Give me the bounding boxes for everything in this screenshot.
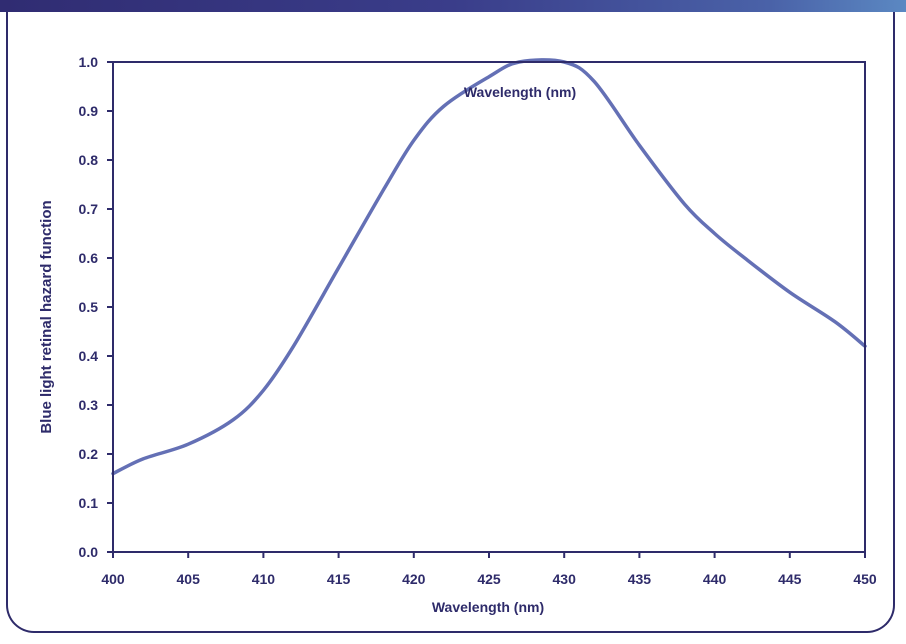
header-bar — [0, 0, 906, 12]
x-tick-label: 445 — [778, 571, 802, 587]
y-tick-label: 0.0 — [79, 544, 99, 560]
y-tick-label: 0.9 — [79, 103, 99, 119]
y-tick-label: 0.4 — [79, 348, 99, 364]
hazard-function-line — [111, 58, 867, 476]
x-tick-label: 425 — [477, 571, 501, 587]
x-tick-label: 410 — [252, 571, 276, 587]
x-tick-label: 420 — [402, 571, 426, 587]
y-tick-label: 0.1 — [79, 495, 99, 511]
x-axis-label: Wavelength (nm) — [432, 599, 544, 615]
x-tick-label: 400 — [101, 571, 125, 587]
y-axis-label: Blue light retinal hazard function — [38, 200, 55, 433]
y-tick-label: 0.2 — [79, 446, 99, 462]
y-tick-label: 0.8 — [79, 152, 99, 168]
x-tick-label: 440 — [703, 571, 727, 587]
chart-panel — [6, 12, 895, 633]
y-tick-label: 1.0 — [79, 54, 99, 70]
chart-title: Wavelength (nm) — [464, 84, 576, 100]
y-tick-label: 0.3 — [79, 397, 99, 413]
x-tick-label: 450 — [853, 571, 877, 587]
x-tick-label: 435 — [628, 571, 652, 587]
plot-layer — [111, 58, 867, 476]
y-tick-label: 0.5 — [79, 299, 99, 315]
x-tick-label: 430 — [553, 571, 577, 587]
x-tick-label: 415 — [327, 571, 351, 587]
y-tick-label: 0.6 — [79, 250, 99, 266]
x-axis-ticks: 400 405 410 415 420 425 430 435 440 445 450 — [101, 552, 877, 587]
y-tick-label: 0.7 — [79, 201, 99, 217]
x-tick-label: 405 — [177, 571, 201, 587]
plot-area-border — [112, 61, 866, 553]
y-axis-ticks: 0.0 0.1 0.2 0.3 0.4 0.5 0.6 0.7 0.8 0.9 1.0 — [79, 54, 113, 560]
